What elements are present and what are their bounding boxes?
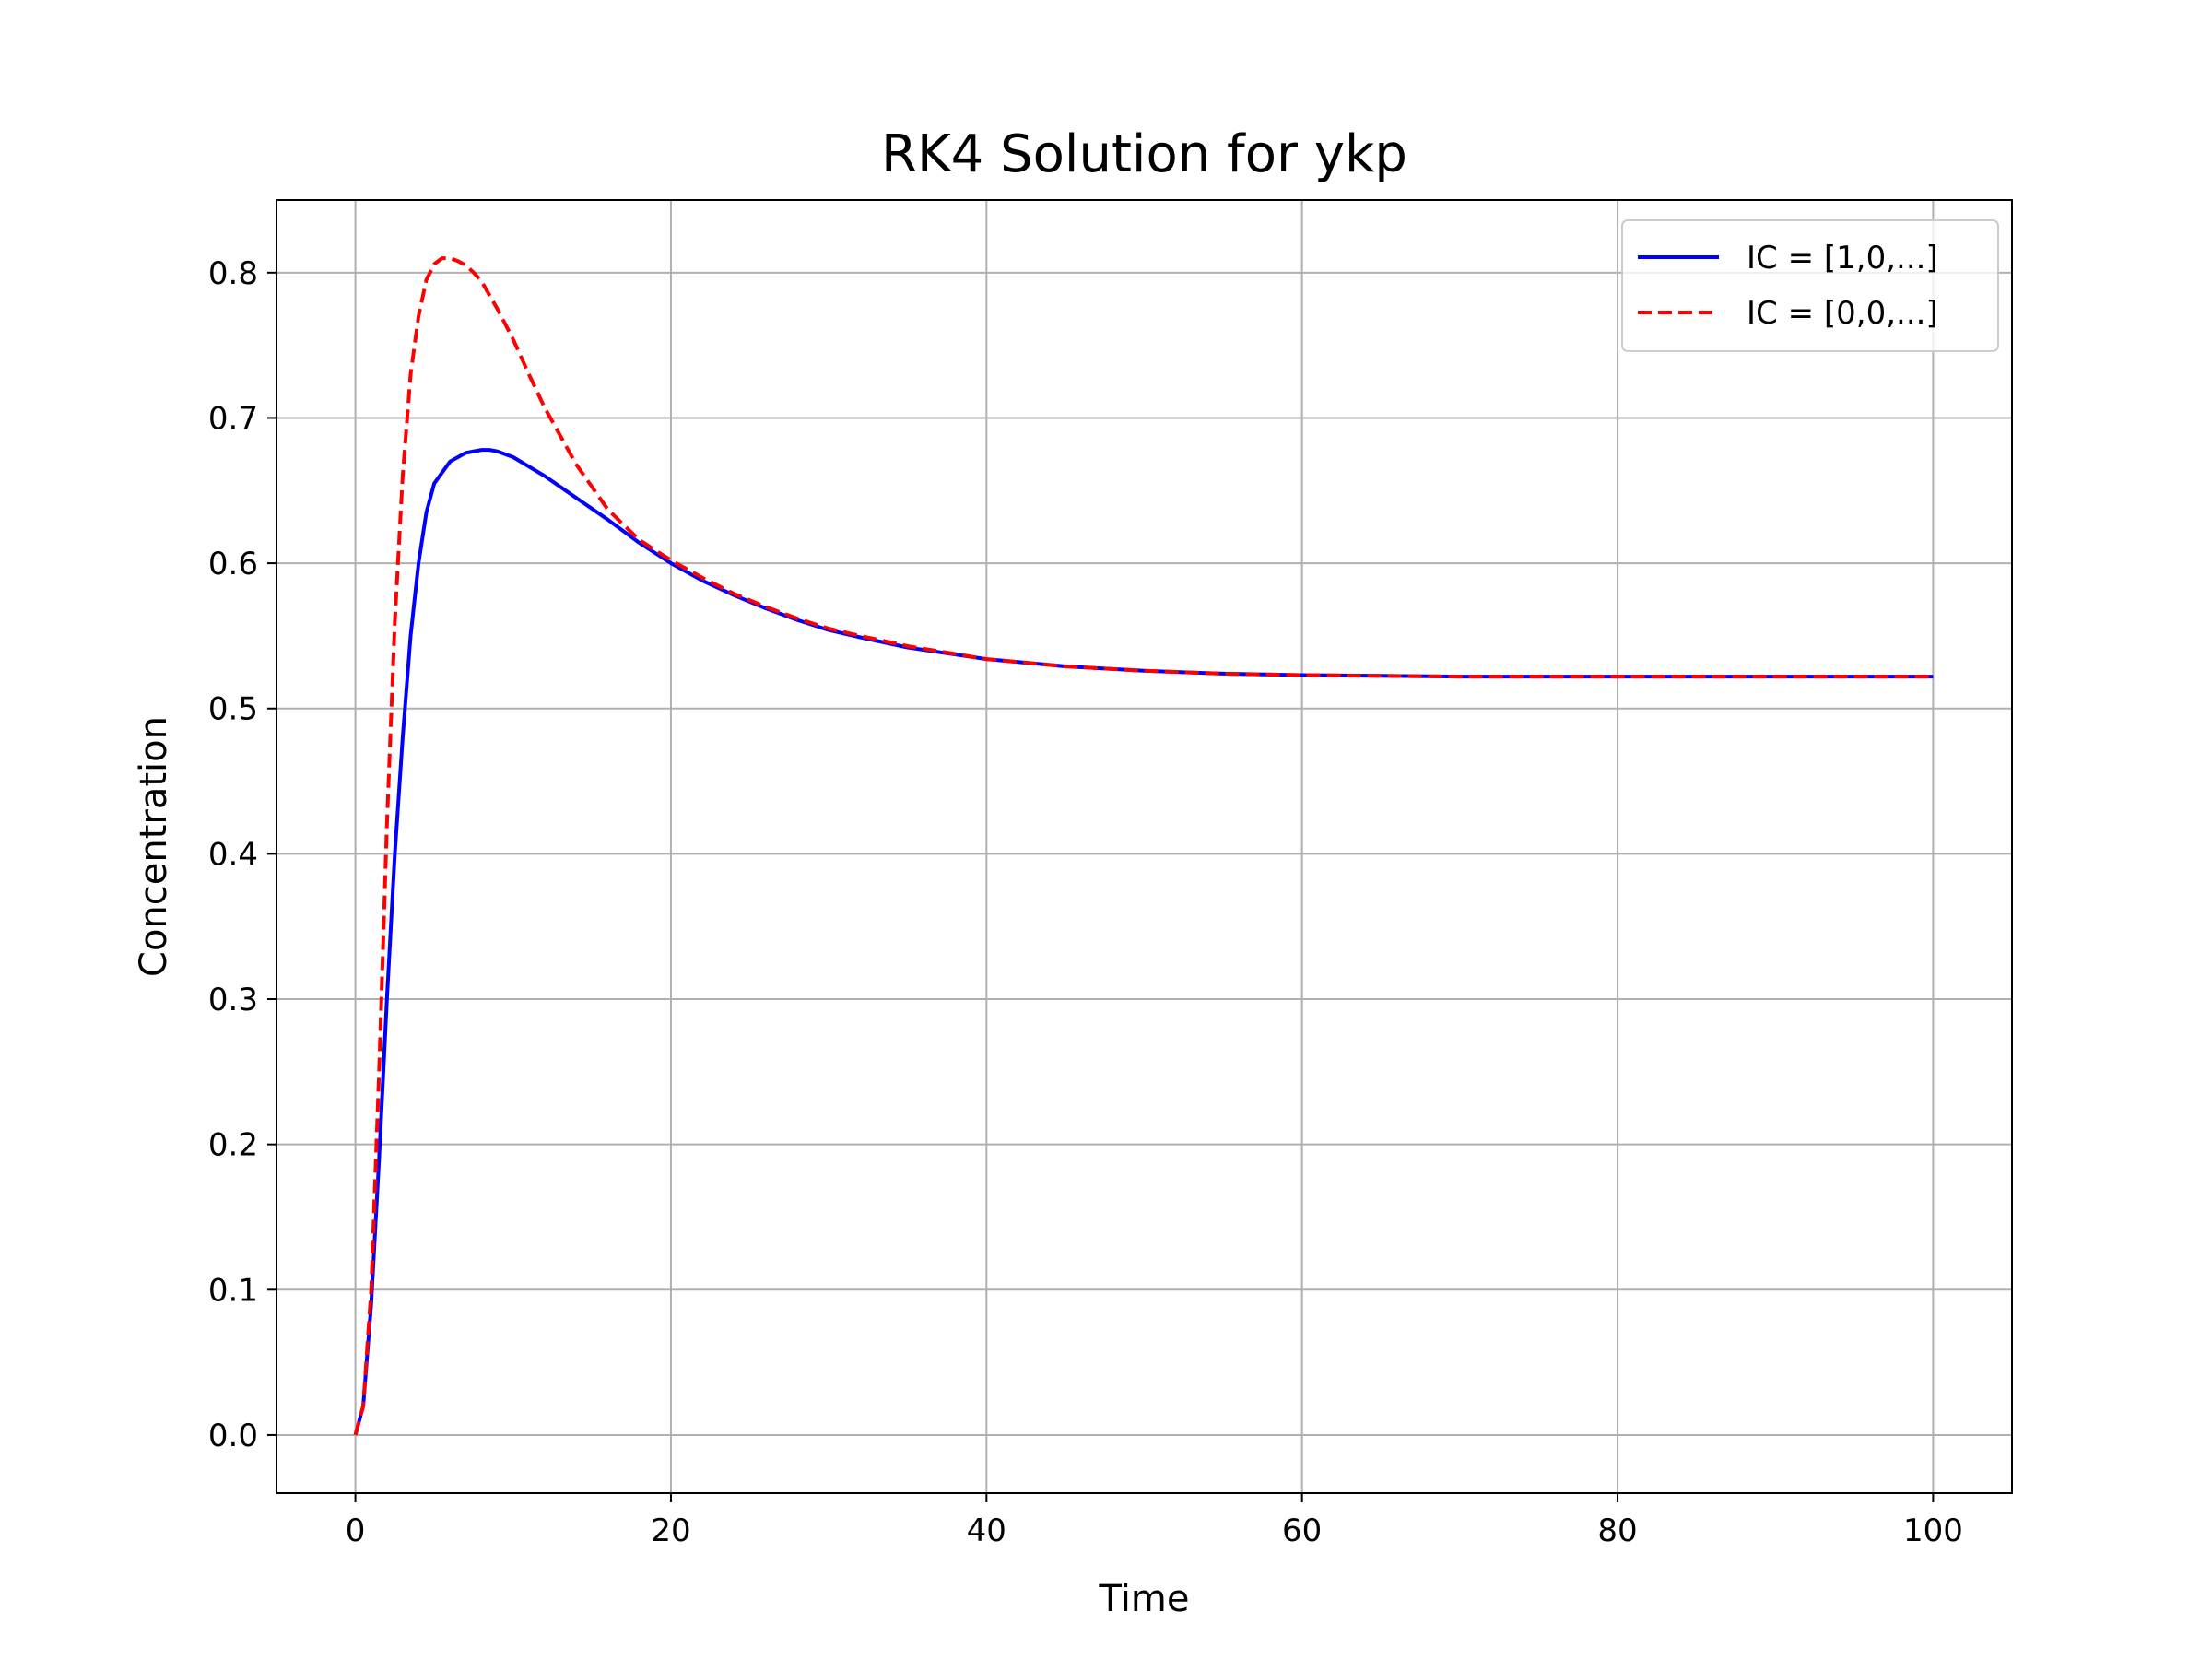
y-tick-label: 0.2 [208, 1127, 258, 1164]
legend-box [1621, 219, 1999, 352]
x-tick-label: 20 [651, 1512, 690, 1549]
x-axis-label: Time [1099, 1578, 1190, 1620]
legend-label-1: IC = [1,0,...] [1747, 240, 1938, 276]
legend-label-2: IC = [0,0,...] [1747, 295, 1938, 332]
x-tick-label: 0 [346, 1512, 366, 1549]
series-line-2 [353, 256, 1934, 1436]
y-tick-label: 0.4 [208, 836, 258, 873]
y-axis-label: Concentration [133, 716, 175, 977]
y-tick-label: 0.6 [208, 546, 258, 582]
x-tick-label: 80 [1597, 1512, 1637, 1549]
legend: IC = [1,0,...] IC = [0,0,...] [1621, 219, 1999, 352]
y-tick-label: 0.5 [208, 691, 258, 728]
plot-frame [276, 199, 2013, 1494]
y-tick-label: 0.1 [208, 1272, 258, 1309]
x-tick-label: 100 [1903, 1512, 1963, 1549]
chart-title: RK4 Solution for ykp [881, 124, 1407, 184]
y-tick-label: 0.0 [208, 1418, 258, 1454]
y-tick-label: 0.7 [208, 400, 258, 437]
series-layer [353, 256, 1934, 1436]
y-tick-label: 0.3 [208, 982, 258, 1018]
x-tick-label: 60 [1282, 1512, 1322, 1549]
grid [276, 200, 2012, 1493]
x-tick-label: 40 [967, 1512, 1006, 1549]
axes: 0 20 40 60 80 100 0.0 0.1 0.2 0.3 0.4 0.5 0.6 0.7 0.8 [208, 255, 1963, 1549]
y-tick-label: 0.8 [208, 255, 258, 292]
